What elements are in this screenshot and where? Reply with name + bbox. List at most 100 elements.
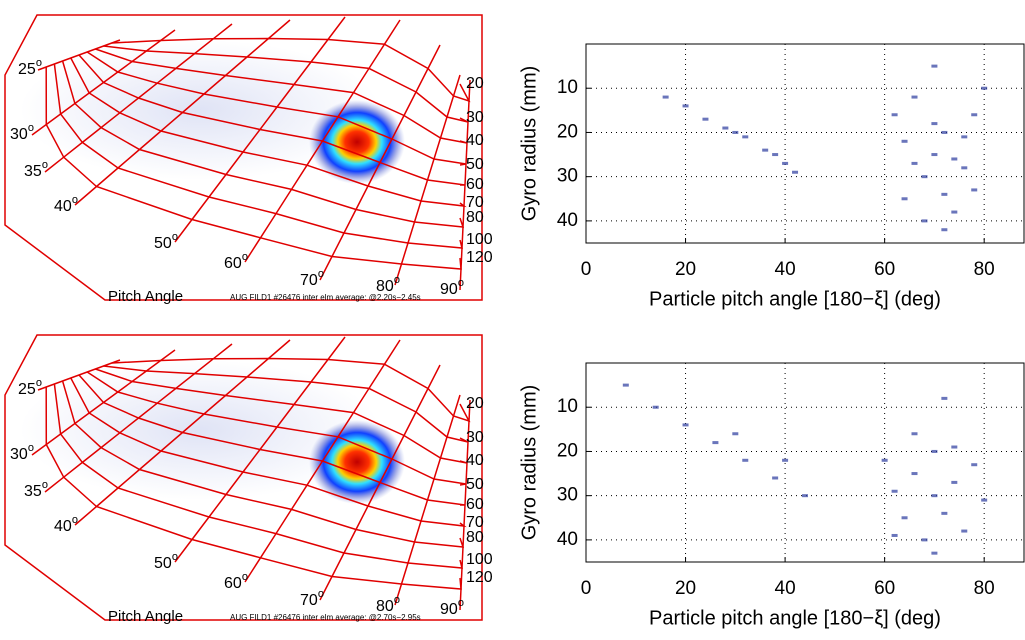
pitch-label: 30o [10,442,34,463]
gyro-label: 60 [466,176,484,193]
data-point [951,445,958,449]
data-point [951,480,958,484]
y-tick-label: 40 [557,529,578,550]
pitch-label: 60o [224,571,248,592]
x-tick-label: 20 [675,259,696,280]
degree-mark: o [172,231,178,243]
pitch-label: 80o [376,274,400,295]
pitch-value: 70 [300,272,318,289]
pitch-label: 50o [154,551,178,572]
x-tick-label: 60 [874,578,895,599]
data-point [742,458,749,462]
pitch-label: 40o [54,194,78,215]
plot-frame [585,43,1025,244]
pitch-label: 50o [154,231,178,252]
pitch-value: 40 [54,518,72,535]
plot-frame [585,362,1025,563]
gyro-line [103,45,469,123]
x-tick-label: 40 [775,578,796,599]
data-point [732,130,739,134]
gyro-line [86,51,467,166]
gyro-label: 40 [466,452,484,469]
gyro-line [95,368,468,464]
data-point [931,551,938,555]
data-point [891,113,898,117]
degree-mark: o [172,551,178,563]
data-point [941,511,948,515]
data-point [961,529,968,533]
data-point [722,126,729,130]
y-tick-label: 30 [557,166,578,187]
data-point [921,219,928,223]
data-point [941,192,948,196]
gyro-line [103,365,469,443]
pitch-value: 35 [24,483,42,500]
gyro-label: 70 [466,514,484,531]
gyro-label: 20 [466,395,484,412]
degree-mark: o [318,268,324,280]
data-point [682,104,689,108]
gyro-line [95,48,468,144]
x-tick-label: 60 [874,259,895,280]
pitch-value: 25 [18,381,36,398]
gyro-line [70,377,467,528]
gyro-line [78,54,466,186]
gyro-label: 120 [466,249,493,266]
x-tick-label: 20 [675,578,696,599]
pitch-value: 60 [224,255,242,272]
degree-mark: o [36,57,42,69]
gyro-label: 120 [466,569,493,586]
pitch-label: 25o [18,57,42,78]
axis-title: Pitch Angle [108,288,183,305]
pitch-label: 70o [300,588,324,609]
x-tick-label: 40 [775,259,796,280]
gyro-label: 80 [466,529,484,546]
gyro-label: 70 [466,194,484,211]
data-point [622,383,629,387]
gyro-label: 80 [466,209,484,226]
degree-mark: o [318,588,324,600]
data-point [921,175,928,179]
data-point [712,441,719,445]
pitch-value: 70 [300,592,318,609]
pitch-value: 50 [154,235,172,252]
data-point [931,494,938,498]
data-point [971,188,978,192]
data-point [911,432,918,436]
gyro-label: 50 [466,476,484,493]
data-point [911,95,918,99]
degree-mark: o [242,571,248,583]
y-tick-label: 20 [557,121,578,142]
pitch-value: 40 [54,198,72,215]
gyro-line [70,57,467,208]
degree-mark: o [36,377,42,389]
data-point [961,135,968,139]
degree-mark: o [42,159,48,171]
degree-mark: o [28,442,34,454]
gyro-line [61,60,465,228]
degree-mark: o [458,277,464,289]
degree-mark: o [72,514,78,526]
x-tick-label: 80 [974,578,995,599]
gyro-label: 60 [466,496,484,513]
y-tick-label: 20 [557,440,578,461]
data-point [931,153,938,157]
degree-mark: o [242,251,248,263]
data-point [782,161,789,165]
data-point [792,170,799,174]
data-point [951,210,958,214]
x-tick-label: 80 [974,259,995,280]
data-point [981,86,988,90]
data-point [891,489,898,493]
gyro-line [53,383,463,569]
chart: 0 20 40 60 80 10 20 30 40 Particle pitch angle [1… [518,43,1025,310]
gyro-line [111,357,471,423]
data-point [881,458,888,462]
pitch-value: 80 [376,598,394,615]
y-tick-label: 10 [557,396,578,417]
gyro-label: 100 [466,551,493,568]
pitch-label: 40o [54,514,78,535]
data-point [901,139,908,143]
y-tick-label: 10 [557,77,578,98]
data-point [941,396,948,400]
